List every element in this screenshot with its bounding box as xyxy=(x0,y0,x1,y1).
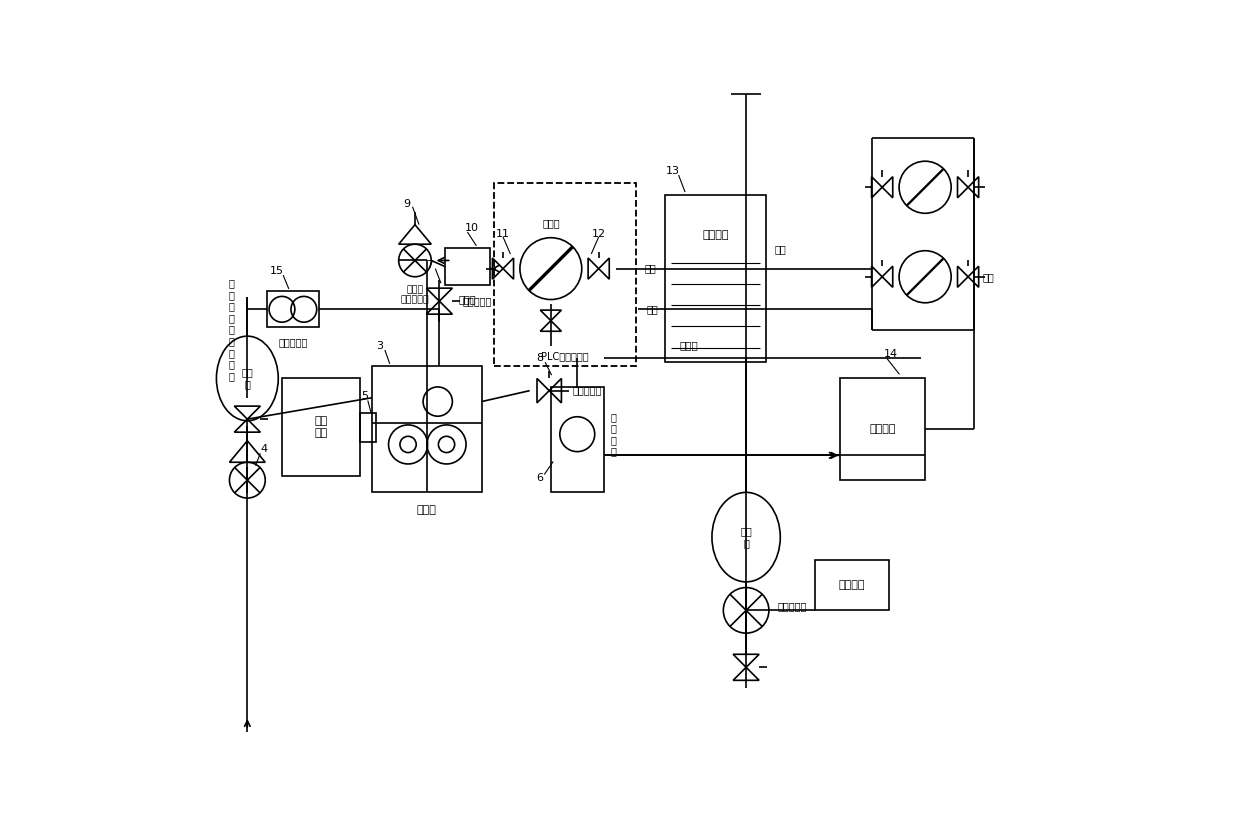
Text: 7: 7 xyxy=(427,261,433,270)
Text: 13: 13 xyxy=(666,166,680,176)
Text: 进水: 进水 xyxy=(645,264,656,274)
Text: 高位水池: 高位水池 xyxy=(702,230,729,240)
Text: 6: 6 xyxy=(536,473,543,483)
Text: 泵排气阀门: 泵排气阀门 xyxy=(573,386,601,395)
Text: 防爆
桶: 防爆 桶 xyxy=(242,367,253,390)
Text: 位置式
电动调节阀: 位置式 电动调节阀 xyxy=(401,285,429,304)
Text: 防爆
桶: 防爆 桶 xyxy=(740,526,751,548)
Text: 增压泵: 增压泵 xyxy=(542,218,559,228)
Text: 压力表: 压力表 xyxy=(459,294,476,304)
Bar xyxy=(815,560,889,611)
Text: 5: 5 xyxy=(361,391,368,401)
Text: 12: 12 xyxy=(591,229,606,238)
Text: 泵进气阀门: 泵进气阀门 xyxy=(463,296,492,306)
Text: 瓦斯排气口: 瓦斯排气口 xyxy=(777,601,806,612)
Bar xyxy=(551,386,604,492)
Text: 8: 8 xyxy=(536,353,543,363)
Text: 进水: 进水 xyxy=(982,272,993,282)
Bar xyxy=(445,248,490,285)
Text: 14: 14 xyxy=(884,349,898,359)
Bar xyxy=(267,291,319,327)
Bar xyxy=(839,378,925,480)
Bar xyxy=(494,183,636,367)
Bar xyxy=(283,378,360,476)
Text: 15: 15 xyxy=(269,266,284,276)
Text: 管道流量计: 管道流量计 xyxy=(278,337,308,347)
Text: 进水: 进水 xyxy=(775,244,786,254)
Text: 瓦斯电厂: 瓦斯电厂 xyxy=(838,580,866,590)
Text: 水
器
分
离: 水 器 分 离 xyxy=(610,412,616,456)
Text: 3: 3 xyxy=(377,341,383,351)
Text: 11: 11 xyxy=(496,229,510,238)
Text: 9: 9 xyxy=(403,199,410,209)
Text: 泵电
动机: 泵电 动机 xyxy=(315,417,327,438)
Text: 瓦斯泵: 瓦斯泵 xyxy=(417,506,436,515)
Text: 4: 4 xyxy=(260,444,268,455)
Text: 出水: 出水 xyxy=(647,304,658,314)
Text: 10: 10 xyxy=(465,223,479,233)
Text: PLC恒压控制箱: PLC恒压控制箱 xyxy=(542,352,589,362)
Text: 自
井
下
瓦
斯
抽
防
管
路: 自 井 下 瓦 斯 抽 防 管 路 xyxy=(228,278,234,381)
Text: 排气管: 排气管 xyxy=(680,340,698,350)
Bar xyxy=(360,413,376,442)
Bar xyxy=(665,196,766,363)
Text: 冷却水池: 冷却水池 xyxy=(869,424,895,434)
Bar xyxy=(372,367,481,492)
